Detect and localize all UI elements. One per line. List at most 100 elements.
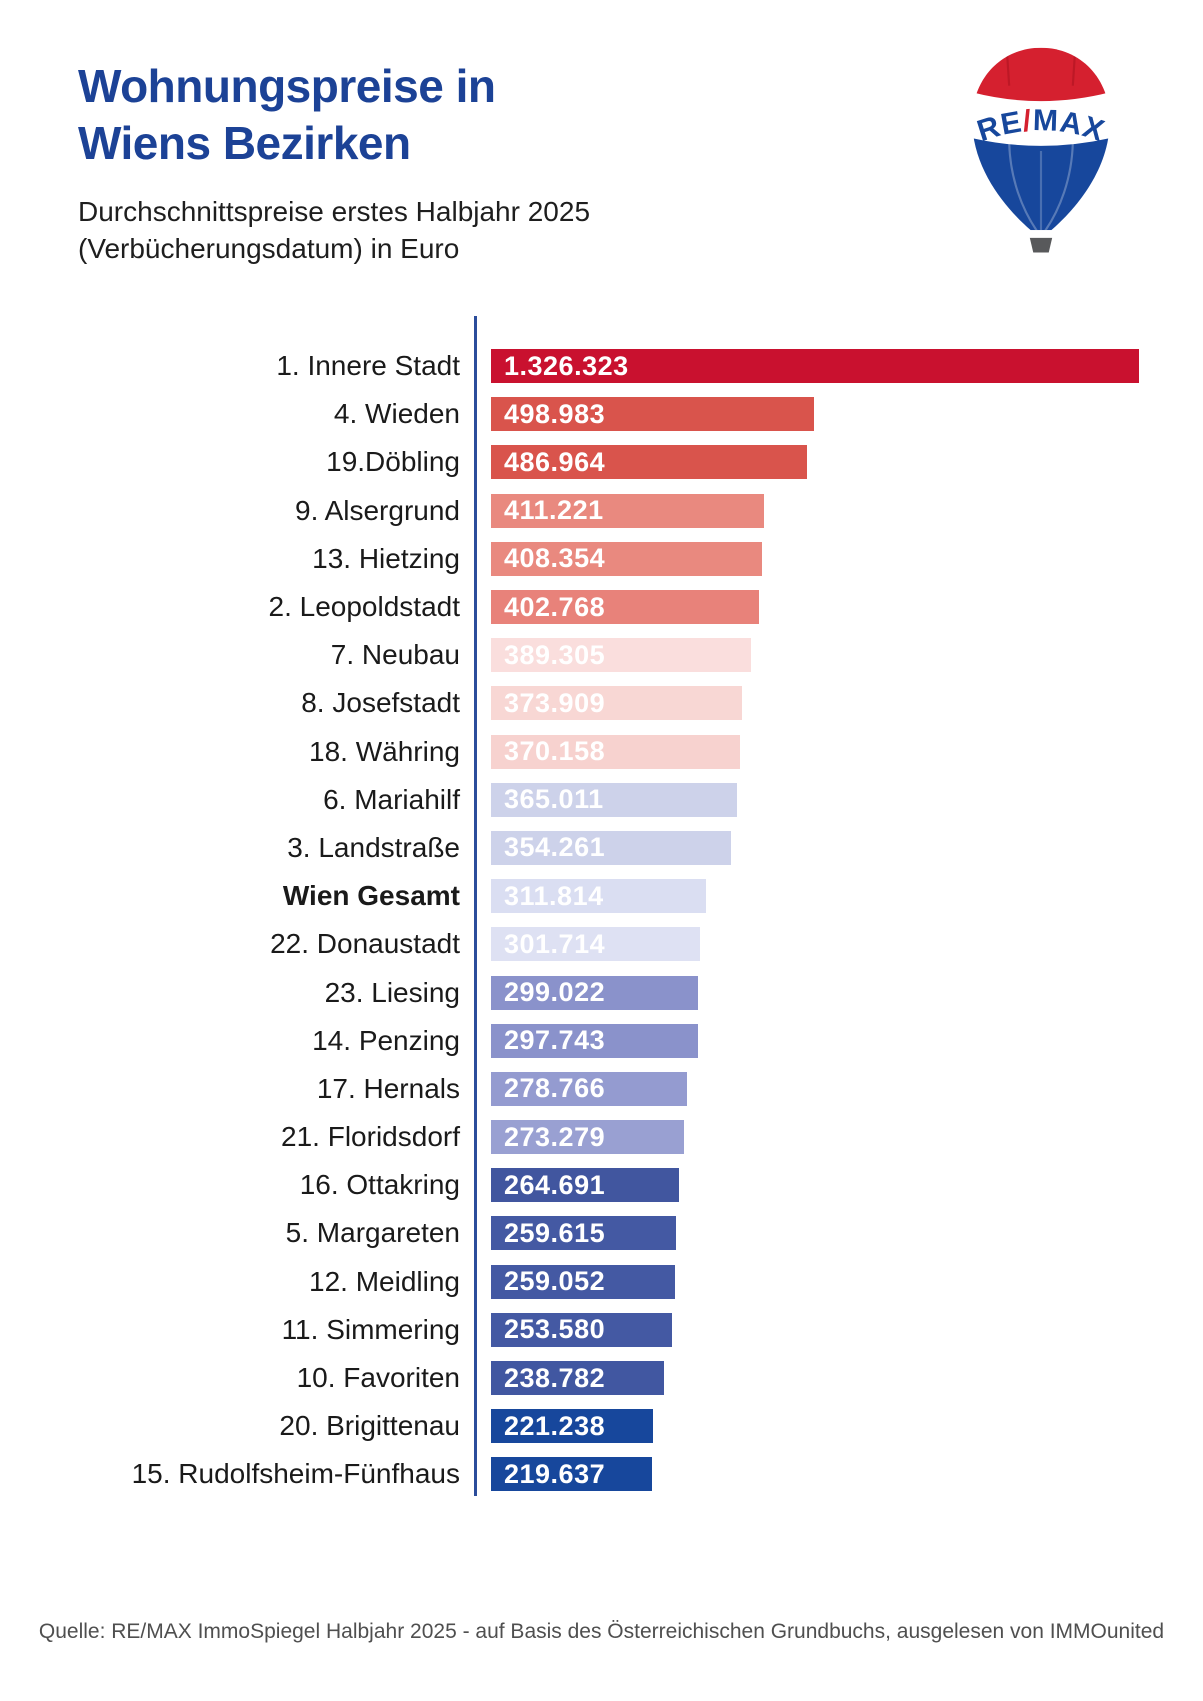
chart-row: 11. Simmering 253.580: [0, 1306, 1203, 1354]
district-label: 4. Wieden: [333, 398, 460, 430]
district-label: 17. Hernals: [316, 1072, 460, 1104]
district-label: 9. Alsergrund: [295, 494, 460, 526]
chart-row: 1. Innere Stadt 1.326.323: [0, 342, 1203, 390]
bar-area: 259.615: [460, 1216, 1203, 1251]
price-value: 354.261: [504, 832, 606, 863]
chart-row: 22. Donaustadt 301.714: [0, 920, 1203, 968]
bar-area: 221.238: [460, 1409, 1203, 1444]
bar-area: 297.743: [460, 1023, 1203, 1058]
chart-row: 17. Hernals 278.766: [0, 1065, 1203, 1113]
price-value: 299.022: [504, 977, 606, 1008]
district-label: 12. Meidling: [309, 1265, 460, 1297]
price-bar: 370.158: [491, 734, 740, 769]
chart-row: 2. Leopoldstadt 402.768: [0, 583, 1203, 631]
price-value: 373.909: [504, 687, 606, 718]
price-bar: 408.354: [491, 541, 762, 576]
price-bar: 373.909: [491, 686, 742, 721]
price-bar: 411.221: [491, 493, 764, 528]
page-subtitle-line1: Durchschnittspreise erstes Halbjahr 2025: [78, 196, 591, 228]
district-label: 19.Döbling: [326, 446, 460, 478]
price-value: 311.814: [504, 880, 604, 911]
price-value: 219.637: [504, 1458, 606, 1489]
price-bar: 402.768: [491, 590, 759, 625]
bar-area: 259.052: [460, 1264, 1203, 1299]
chart-axis-line: [474, 316, 477, 1496]
remax-balloon-logo: RE/MAX: [955, 42, 1127, 254]
district-label: 13. Hietzing: [312, 542, 460, 574]
page-subtitle: Durchschnittspreise erstes Halbjahr 2025…: [78, 194, 590, 268]
district-label: 23. Liesing: [324, 976, 460, 1008]
price-bar: 486.964: [491, 445, 808, 480]
price-bar: 253.580: [491, 1312, 673, 1347]
bar-area: 301.714: [460, 927, 1203, 962]
price-value: 264.691: [504, 1169, 606, 1200]
district-label: 22. Donaustadt: [270, 928, 460, 960]
bar-area: 264.691: [460, 1168, 1203, 1203]
district-label: 2. Leopoldstadt: [268, 591, 461, 623]
chart-row: 9. Alsergrund 411.221: [0, 487, 1203, 535]
district-label: 18. Währing: [309, 735, 460, 767]
bar-area: 370.158: [460, 734, 1203, 769]
price-value: 273.279: [504, 1121, 606, 1152]
chart-row: 15. Rudolfsheim-Fünfhaus 219.637: [0, 1450, 1203, 1498]
district-label: 16. Ottakring: [299, 1169, 460, 1201]
district-label: 5. Margareten: [285, 1217, 460, 1249]
chart-row: 8. Josefstadt 373.909: [0, 679, 1203, 727]
price-value: 498.983: [504, 398, 606, 429]
district-label: 8. Josefstadt: [301, 687, 460, 719]
price-bar: 259.615: [491, 1216, 676, 1251]
price-bar: 354.261: [491, 830, 731, 865]
price-bar: 278.766: [491, 1071, 687, 1106]
chart-row: 7. Neubau 389.305: [0, 631, 1203, 679]
price-value: 1.326.323: [504, 350, 629, 381]
chart-row: 18. Währing 370.158: [0, 728, 1203, 776]
chart-row: 20. Brigittenau 221.238: [0, 1402, 1203, 1450]
page-title-line2: Wiens Bezirken: [78, 117, 411, 170]
bar-area: 408.354: [460, 541, 1203, 576]
price-value: 486.964: [504, 446, 606, 477]
chart-row: 13. Hietzing 408.354: [0, 535, 1203, 583]
district-label: Wien Gesamt: [282, 880, 460, 912]
price-value: 221.238: [504, 1410, 606, 1441]
balloon-icon: RE/MAX: [972, 47, 1110, 253]
chart-row: 4. Wieden 498.983: [0, 390, 1203, 438]
price-bar: 365.011: [491, 782, 737, 817]
source-note: Quelle: RE/MAX ImmoSpiegel Halbjahr 2025…: [38, 1620, 1165, 1643]
chart-row: 3. Landstraße 354.261: [0, 824, 1203, 872]
chart-row: 14. Penzing 297.743: [0, 1017, 1203, 1065]
page-subtitle-line2: (Verbücherungsdatum) in Euro: [78, 233, 460, 265]
bar-area: 389.305: [460, 638, 1203, 673]
price-value: 259.615: [504, 1217, 606, 1248]
chart-row: 16. Ottakring 264.691: [0, 1161, 1203, 1209]
page-title-line1: Wohnungspreise in: [78, 60, 496, 112]
bar-area: 238.782: [460, 1361, 1203, 1396]
district-label: 21. Floridsdorf: [281, 1121, 460, 1153]
chart-row: 6. Mariahilf 365.011: [0, 776, 1203, 824]
bar-area: 253.580: [460, 1312, 1203, 1347]
bar-area: 273.279: [460, 1120, 1203, 1155]
bar-area: 278.766: [460, 1071, 1203, 1106]
price-bar: 238.782: [491, 1361, 664, 1396]
bar-area: 486.964: [460, 445, 1203, 480]
bar-area: 365.011: [460, 782, 1203, 817]
price-bar: 301.714: [491, 927, 700, 962]
price-bar: 297.743: [491, 1023, 698, 1058]
price-value: 297.743: [504, 1025, 606, 1056]
price-value: 411.221: [504, 495, 604, 526]
price-bar: 299.022: [491, 975, 699, 1010]
district-label: 11. Simmering: [281, 1313, 460, 1345]
price-value: 238.782: [504, 1362, 606, 1393]
price-bar: 311.814: [491, 879, 706, 914]
price-value: 389.305: [504, 639, 606, 670]
price-bar: 259.052: [491, 1264, 676, 1299]
bar-area: 311.814: [460, 879, 1203, 914]
chart-row: 19.Döbling 486.964: [0, 438, 1203, 486]
price-value: 402.768: [504, 591, 606, 622]
chart-row: Wien Gesamt 311.814: [0, 872, 1203, 920]
bar-area: 402.768: [460, 590, 1203, 625]
district-label: 6. Mariahilf: [323, 783, 460, 815]
price-bar: 219.637: [491, 1457, 653, 1492]
price-bar: 389.305: [491, 638, 751, 673]
header: Wohnungspreise in Wiens Bezirken Durchsc…: [78, 58, 590, 268]
chart-row: 5. Margareten 259.615: [0, 1209, 1203, 1257]
